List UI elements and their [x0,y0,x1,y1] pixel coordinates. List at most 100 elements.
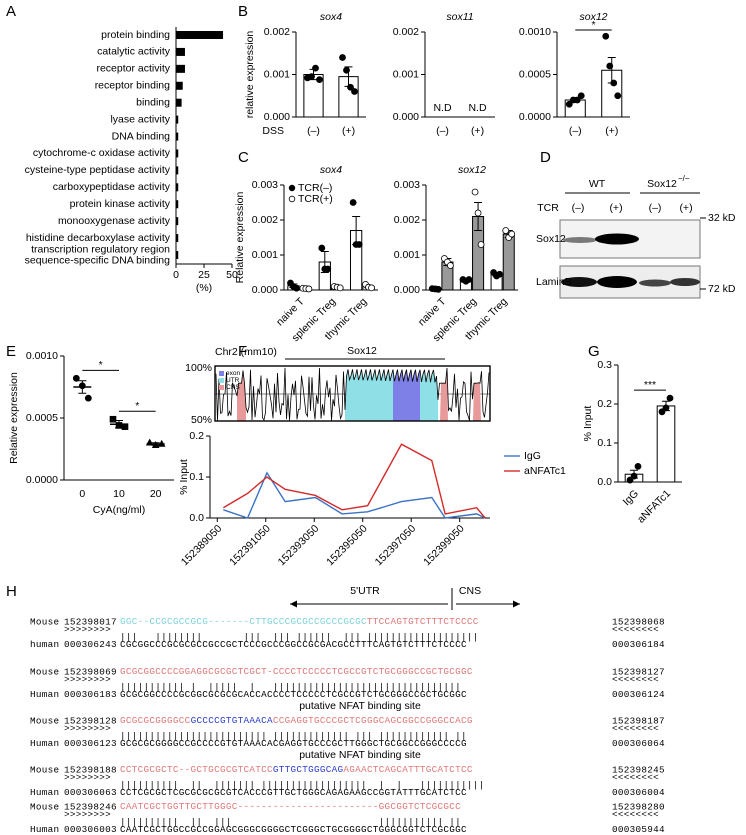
significance-label: * [591,19,595,31]
value-label: N.D [468,102,487,114]
category-label: monooxygenase activity [58,215,171,227]
category-label: receptor activity [96,63,170,75]
position: 000306124 [612,689,665,700]
data-point [465,276,473,283]
category-label: histidine decarboxylase activity [26,232,171,244]
sequence-segment: CCGAGGTGCCCGCTCGGGCAGCGGCCGGGCCACG [273,715,473,726]
y-tick-label: 0.000 [393,111,419,123]
bar [176,166,179,175]
y-tick-label: 0.0 [597,476,612,488]
sequence: GCGCGCGGGGCCGCCCCGTGTAAACACGAGGTGCCCGCTT… [120,738,467,749]
legend-label: TCR(–) [298,182,332,194]
strand: <<<<<<<< [612,723,659,734]
category-label: catalytic activity [97,46,171,58]
match-line: ||||||||||||||||||||||||| ||||||||||||| … [120,730,467,741]
data-point [78,382,86,390]
y-tick-label: 0.0005 [519,68,551,80]
bar [176,234,179,243]
sequence: GCGCGCGGGGCCGCCCCGTGTAAACACCGAGGTGCCCGCT… [120,715,473,726]
significance-label: *** [644,379,656,391]
position: 000306243 [64,639,117,650]
y-tick-label: 0.000 [264,111,290,123]
strand: >>>>>>>> [64,809,111,820]
alignment-header: 5'UTR CNS [290,585,520,610]
data-point [477,241,485,248]
data-point [351,88,358,95]
species-label: Mouse [30,715,59,726]
panel-label: B [238,3,248,20]
data-point [368,284,375,292]
species-label: Mouse [30,764,59,775]
category-label: cytochrome-c oxidase activity [33,147,171,159]
species-label: Human [30,689,59,700]
y-tick-label: 0.1 [189,471,204,483]
treatment-label: TCR [537,202,559,214]
x-tick-label: 152395050 [324,522,370,568]
position: 000306064 [612,738,665,749]
y-tick-label: 0.003 [394,179,420,191]
error-bar [474,202,483,231]
y-axis-label: % Input [178,459,190,495]
data-point [658,408,666,416]
bar [176,217,179,226]
sequence: GCGCGGCCCCGGAGGCGCGCTCGCT-CCCCTCCCCCTCGC… [120,666,473,677]
value-label: N.D [433,102,452,114]
data-point [434,285,442,293]
x-tick-label: 152399050 [421,522,467,568]
data-point [662,404,670,412]
sequence-segment: GCGCGCGGGGCC [120,715,191,726]
data-point [614,92,622,100]
chart-title: sox11 [446,11,473,23]
row-label: LaminB [536,276,572,288]
bar [176,31,224,39]
x-tick-label: (+) [342,125,355,137]
data-point [602,32,610,40]
data-point [471,188,479,196]
data-point [316,76,323,83]
arrow-head [513,600,520,608]
legend-label: aNFATc1 [524,465,566,477]
species-label: Human [30,787,59,798]
y-tick-label: 0.1 [597,437,612,449]
arrow-head [290,600,297,608]
data-point [610,79,618,87]
data-point [508,230,516,238]
significance-label: * [99,359,103,371]
y-tick-label: 0.0 [189,512,204,524]
series-line [222,443,486,519]
sequence: CAATCGCTGGCCGCCGGAGCGGGCGGGGCTCGGGCTGCGG… [120,824,467,835]
data-point [343,66,350,74]
track-feature [237,370,246,421]
data-point [577,92,585,100]
x-tick-label: IgG [621,488,641,508]
strand: >>>>>>>> [64,674,111,685]
panel-label: C [238,149,249,166]
data-point [324,265,332,273]
x-tick-label: 10 [113,488,125,500]
x-tick-label: aNFATc1 [635,487,673,525]
data-point [115,422,123,429]
strand: <<<<<<<< [612,674,659,685]
y-tick-label: 0.000 [394,284,420,296]
category-label: binding [136,96,170,108]
y-axis-label: % Input [582,406,594,442]
legend-label: exon [226,370,240,377]
data-point [496,270,503,278]
data-point [288,184,296,192]
band [595,233,639,245]
y-tick-label: 0.002 [394,214,420,226]
panel-label: A [6,3,16,20]
data-point [502,227,510,234]
lane-label: (–) [572,202,585,214]
panel-label: H [6,583,17,600]
position: 152398187 [612,715,665,726]
x-tick-label: 152397050 [373,522,419,568]
x-tick-label: (+) [471,125,484,137]
data-point [84,394,92,402]
y-tick-label: 0.002 [393,26,419,38]
data-point [308,73,315,81]
y-tick-label: 0.000 [252,284,278,296]
x-axis-label: CyA(ng/ml) [93,504,146,516]
panel-label: E [6,343,16,360]
